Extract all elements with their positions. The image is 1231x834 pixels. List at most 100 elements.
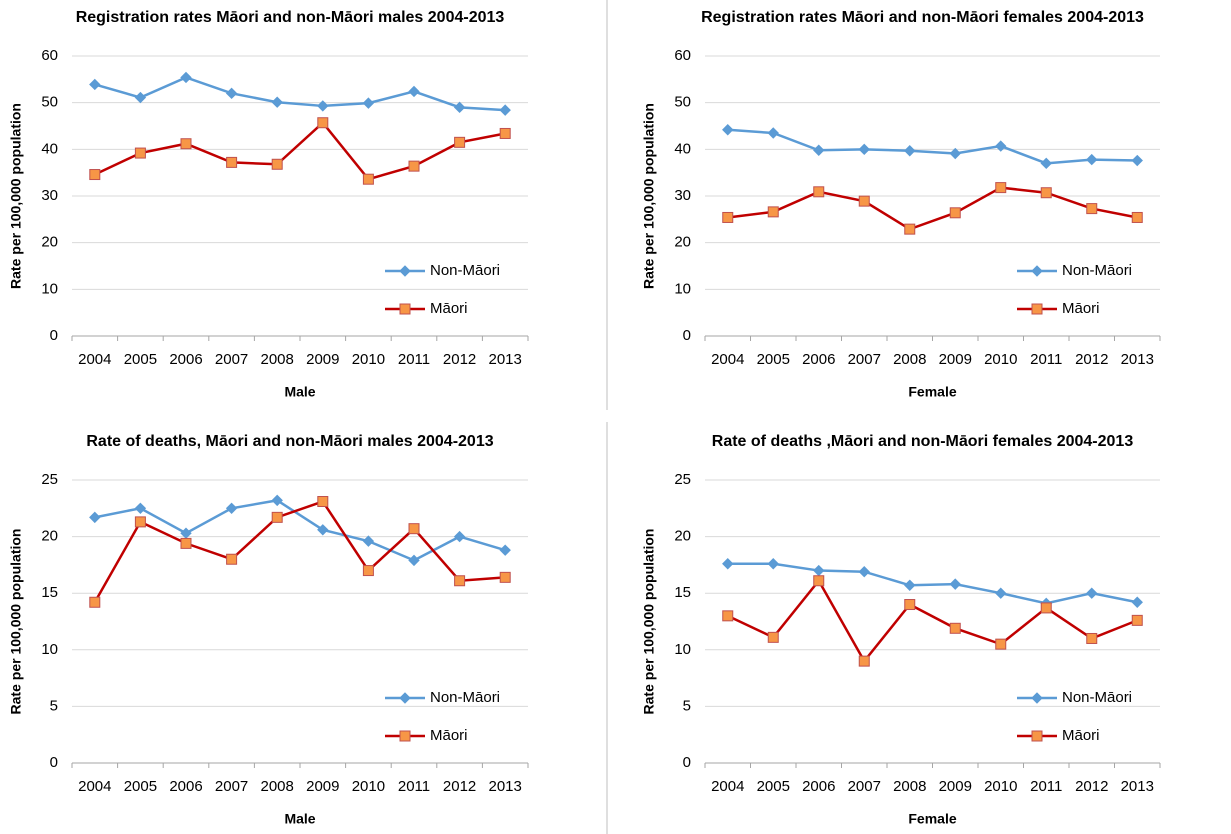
y-tick-label: 15 (674, 584, 691, 601)
x-tick-label: 2006 (169, 351, 202, 368)
legend-marker (1031, 692, 1043, 704)
marker (1086, 203, 1098, 215)
x-tick-label: 2009 (306, 778, 339, 795)
x-tick-label: 2012 (1075, 351, 1108, 368)
marker (226, 156, 238, 168)
x-tick-label: 2012 (1075, 778, 1108, 795)
marker (949, 147, 961, 160)
x-tick-label: 2012 (443, 778, 476, 795)
marker (226, 553, 238, 565)
marker (225, 502, 238, 515)
y-axis-title: Rate per 100,000 population (8, 529, 24, 715)
marker (134, 147, 146, 159)
series-line (727, 186, 1138, 231)
y-tick-label: 0 (50, 327, 58, 344)
x-tick-label: 2008 (261, 778, 294, 795)
marker (1040, 157, 1052, 170)
y-tick-label: 20 (674, 234, 691, 251)
marker (362, 173, 374, 185)
legend-label: Non-Māori (430, 262, 500, 279)
marker (1131, 154, 1143, 167)
marker (1086, 632, 1098, 644)
marker (767, 127, 779, 139)
marker (1131, 211, 1143, 223)
marker (453, 530, 466, 543)
marker (995, 587, 1007, 599)
marker (271, 96, 283, 108)
legend-label: Māori (430, 727, 468, 744)
series-line (93, 500, 506, 603)
marker (454, 575, 466, 587)
marker (89, 78, 101, 91)
y-tick-label: 40 (674, 140, 691, 157)
x-tick-label: 2006 (802, 778, 835, 795)
marker (362, 565, 374, 577)
marker (408, 85, 420, 98)
marker (362, 535, 375, 547)
y-axis-title: Rate per 100,000 population (641, 529, 657, 715)
marker (858, 195, 870, 207)
x-tick-label: 2011 (398, 351, 430, 368)
y-tick-label: 20 (674, 528, 691, 545)
marker (949, 207, 961, 219)
y-tick-label: 5 (50, 697, 58, 714)
x-tick-label: 2004 (78, 778, 111, 795)
marker (1131, 596, 1143, 608)
x-tick-label: 2011 (1030, 778, 1062, 795)
x-tick-label: 2011 (1030, 351, 1062, 368)
y-axis-title: Rate per 100,000 population (641, 103, 657, 289)
marker (1131, 614, 1143, 626)
marker (499, 104, 511, 116)
legend-marker (1031, 265, 1043, 277)
series-line (94, 76, 506, 112)
marker (858, 565, 870, 578)
marker (1040, 187, 1052, 199)
legend-label: Non-Māori (430, 689, 500, 706)
marker (317, 496, 329, 508)
marker (180, 537, 192, 549)
x-tick-label: 2008 (893, 351, 926, 368)
marker (904, 145, 916, 157)
y-tick-label: 50 (674, 94, 691, 111)
marker (453, 101, 466, 114)
marker (408, 523, 420, 535)
chart-title: Rate of deaths ,Māori and non-Māori fema… (712, 433, 1134, 450)
series-line (727, 128, 1138, 165)
x-tick-label: 2004 (711, 351, 744, 368)
y-tick-label: 60 (674, 47, 691, 64)
marker (813, 144, 825, 156)
marker (995, 638, 1007, 650)
y-tick-label: 20 (41, 528, 58, 545)
series-line (94, 499, 506, 562)
chart-title: Registration rates Māori and non-Māori f… (701, 9, 1144, 26)
marker (362, 97, 375, 109)
x-tick-label: 2010 (984, 351, 1017, 368)
marker (499, 127, 511, 139)
x-tick-label: 2007 (215, 778, 248, 795)
chart-title: Registration rates Māori and non-Māori m… (76, 9, 505, 26)
marker (271, 494, 283, 507)
x-axis-title: Female (908, 811, 956, 827)
y-tick-label: 10 (41, 280, 58, 297)
marker (767, 206, 779, 218)
marker (722, 211, 734, 223)
x-tick-label: 2005 (124, 351, 157, 368)
marker (858, 143, 870, 156)
marker (89, 169, 101, 181)
x-tick-label: 2007 (848, 351, 881, 368)
y-tick-label: 10 (674, 641, 691, 658)
marker (904, 223, 916, 235)
legend-marker (399, 303, 411, 315)
marker (408, 160, 420, 172)
marker (995, 182, 1007, 194)
x-tick-label: 2013 (489, 351, 522, 368)
x-tick-label: 2009 (939, 351, 972, 368)
marker (813, 186, 825, 198)
marker (722, 558, 734, 570)
x-tick-label: 2006 (802, 351, 835, 368)
marker (995, 140, 1007, 152)
marker (454, 136, 466, 148)
legend-marker (399, 730, 411, 742)
x-axis-title: Male (284, 384, 315, 400)
